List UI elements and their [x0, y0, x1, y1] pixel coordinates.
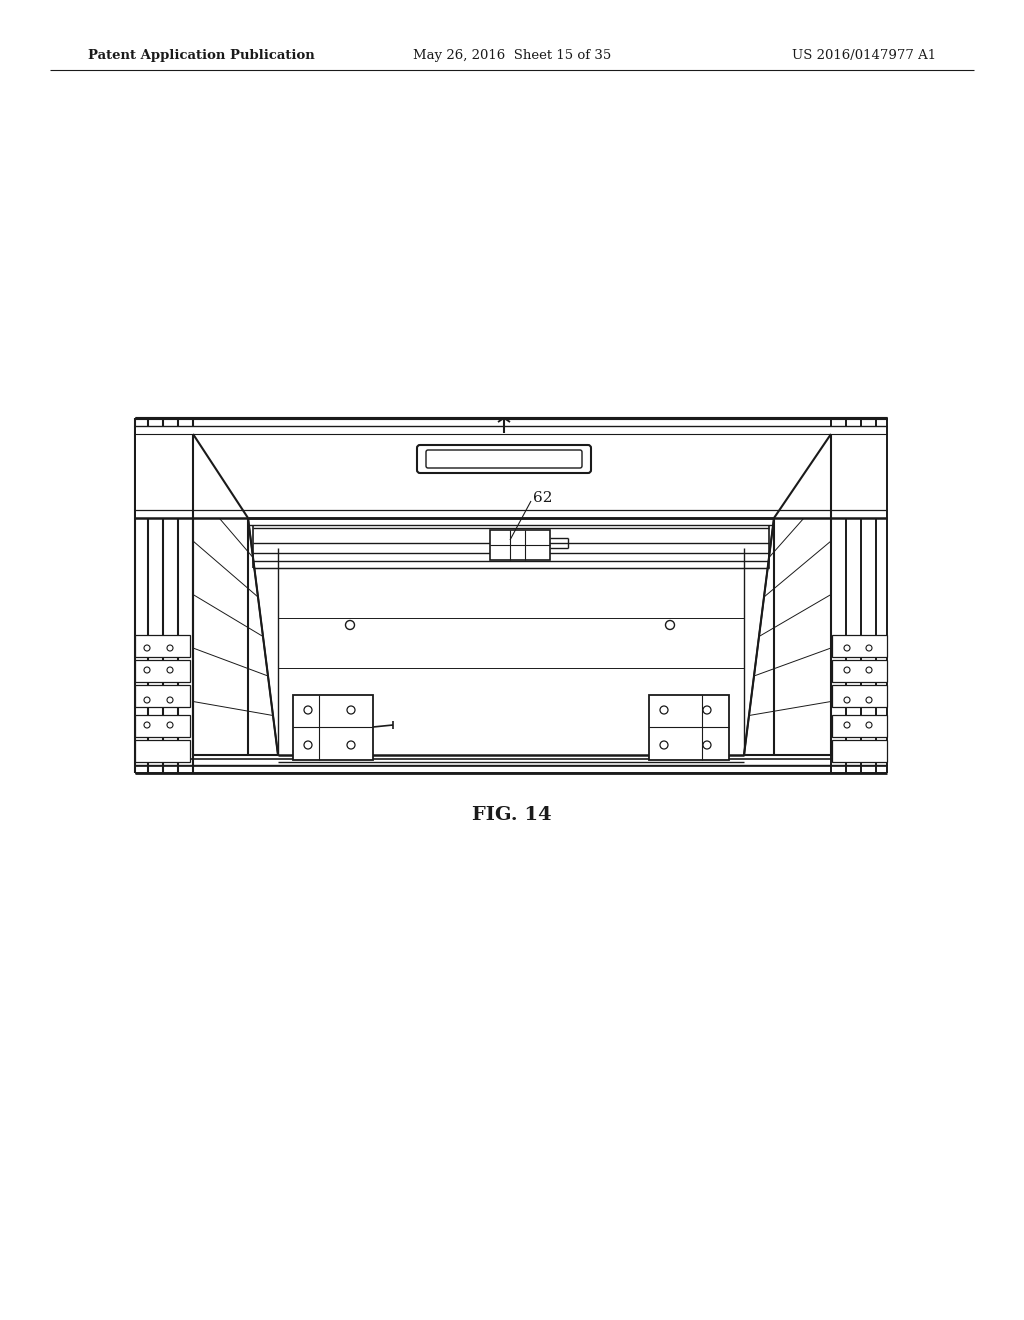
Text: May 26, 2016  Sheet 15 of 35: May 26, 2016 Sheet 15 of 35	[413, 49, 611, 62]
Circle shape	[866, 645, 872, 651]
Circle shape	[167, 667, 173, 673]
Circle shape	[144, 697, 150, 704]
Circle shape	[666, 705, 675, 714]
FancyBboxPatch shape	[426, 450, 582, 469]
Bar	[831, 741, 887, 762]
Bar	[831, 685, 887, 708]
FancyBboxPatch shape	[417, 445, 591, 473]
Circle shape	[703, 706, 711, 714]
Circle shape	[144, 645, 150, 651]
Circle shape	[304, 741, 312, 748]
Circle shape	[345, 620, 354, 630]
Bar	[135, 660, 190, 682]
Circle shape	[144, 667, 150, 673]
Polygon shape	[278, 517, 744, 755]
Circle shape	[660, 741, 668, 748]
Bar	[135, 685, 190, 708]
Circle shape	[844, 645, 850, 651]
Circle shape	[304, 706, 312, 714]
Bar	[831, 660, 887, 682]
Bar	[279, 566, 743, 752]
Circle shape	[167, 645, 173, 651]
Circle shape	[347, 741, 355, 748]
Bar	[135, 741, 190, 762]
Text: Patent Application Publication: Patent Application Publication	[88, 49, 314, 62]
Bar	[136, 426, 886, 517]
Circle shape	[866, 697, 872, 704]
Circle shape	[844, 722, 850, 729]
Bar	[135, 635, 190, 657]
Circle shape	[660, 706, 668, 714]
Circle shape	[844, 697, 850, 704]
Bar	[293, 696, 373, 760]
Polygon shape	[193, 434, 278, 755]
Circle shape	[144, 722, 150, 729]
Text: US 2016/0147977 A1: US 2016/0147977 A1	[792, 49, 936, 62]
Bar	[135, 715, 190, 737]
Circle shape	[866, 667, 872, 673]
Bar	[831, 635, 887, 657]
Circle shape	[866, 722, 872, 729]
Circle shape	[167, 722, 173, 729]
Circle shape	[347, 706, 355, 714]
Circle shape	[167, 697, 173, 704]
Circle shape	[703, 741, 711, 748]
Polygon shape	[744, 434, 831, 755]
Circle shape	[666, 620, 675, 630]
Bar	[649, 696, 729, 760]
Bar	[490, 531, 550, 560]
Bar	[831, 715, 887, 737]
Polygon shape	[135, 418, 887, 517]
Circle shape	[844, 667, 850, 673]
Circle shape	[345, 705, 354, 714]
Text: FIG. 14: FIG. 14	[472, 807, 552, 824]
Text: 62: 62	[534, 491, 553, 506]
